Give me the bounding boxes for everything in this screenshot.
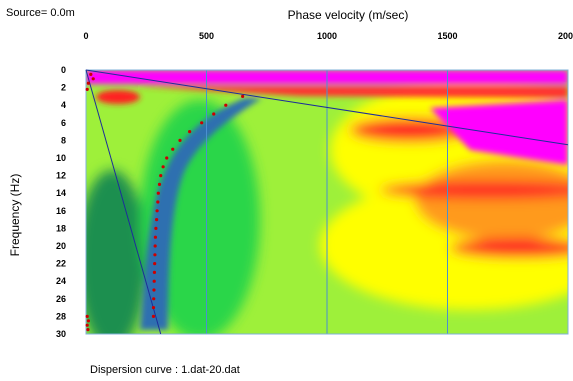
dispersion-point	[151, 314, 156, 318]
dispersion-point	[224, 103, 228, 107]
dispersion-heatmap	[86, 70, 568, 334]
dispersion-point	[171, 147, 175, 151]
y-axis-title: Frequency (Hz)	[8, 174, 22, 257]
y-tick-label: 6	[61, 118, 66, 128]
dispersion-point	[152, 270, 157, 274]
dispersion-point	[156, 191, 160, 195]
x-tick-label: 0	[83, 31, 88, 41]
heatmap-green-halo	[140, 100, 260, 334]
x-axis-title: Phase velocity (m/sec)	[288, 8, 409, 22]
reference-lines	[85, 69, 569, 335]
dispersion-point	[156, 200, 160, 204]
chart-grid	[206, 70, 448, 334]
plot-frame	[85, 69, 569, 335]
dispersion-point	[153, 253, 157, 257]
y-tick-label: 8	[61, 135, 66, 145]
y-tick-label: 16	[56, 206, 66, 216]
dispersion-point	[157, 182, 162, 186]
heatmap-orange-region	[415, 160, 568, 240]
dispersion-point	[165, 156, 169, 160]
dispersion-point	[86, 81, 91, 85]
dispersion-point	[178, 138, 182, 142]
x-tick-label: 500	[199, 31, 214, 41]
dispersion-point	[152, 279, 156, 283]
heatmap-red-band-14hz	[380, 181, 568, 199]
y-tick-label: 12	[56, 171, 66, 181]
y-tick-label: 30	[56, 329, 66, 339]
dispersion-point	[85, 87, 89, 91]
y-tick-label: 0	[61, 65, 66, 75]
dispersion-point	[161, 165, 165, 169]
dispersion-point	[152, 288, 156, 292]
y-tick-label: 20	[56, 241, 66, 251]
y-tick-label: 26	[56, 294, 66, 304]
y-tick-label: 10	[56, 153, 66, 163]
dispersion-point	[200, 121, 204, 125]
dispersion-point	[155, 209, 159, 213]
dispersion-point	[153, 262, 157, 266]
source-label: Source= 0.0m	[6, 7, 75, 19]
y-tick-label: 28	[56, 311, 66, 321]
heatmap-red-band-8hz	[350, 118, 470, 142]
dispersion-point	[188, 130, 192, 134]
y-tick-label: 22	[56, 259, 66, 269]
dispersion-point	[89, 72, 93, 76]
footer-curve-label: Dispersion curve : 1.dat-20.dat	[90, 364, 240, 376]
dispersion-point	[86, 328, 90, 332]
reference-line	[85, 69, 569, 146]
dispersion-point	[154, 226, 158, 230]
y-tick-label: 4	[61, 100, 66, 110]
dispersion-point	[85, 314, 89, 318]
x-tick-label: 1500	[437, 31, 457, 41]
dispersion-point	[153, 235, 158, 239]
dispersion-point	[151, 306, 156, 310]
dispersion-point	[159, 174, 163, 178]
heatmap-red-band-top	[130, 86, 568, 98]
dispersion-point	[155, 218, 159, 222]
dispersion-point	[91, 77, 95, 81]
reference-line	[85, 69, 162, 335]
x-tick-label: 1000	[317, 31, 337, 41]
dispersion-point	[241, 94, 245, 98]
y-tick-label: 14	[56, 188, 66, 198]
dispersion-points	[85, 72, 245, 332]
dispersion-point	[86, 319, 91, 323]
dispersion-point	[152, 297, 156, 301]
dispersion-point	[212, 112, 216, 116]
y-tick-label: 24	[56, 276, 66, 286]
heatmap-red-band-21hz	[450, 238, 568, 258]
heatmap-magenta-wedge-right	[430, 100, 568, 165]
dispersion-point	[153, 244, 157, 248]
heatmap-low-frequency-hotspot	[96, 90, 140, 104]
dispersion-point	[85, 323, 89, 327]
y-tick-label: 18	[56, 223, 66, 233]
y-tick-label: 2	[61, 83, 66, 93]
heatmap-dark-green-left	[86, 170, 147, 334]
